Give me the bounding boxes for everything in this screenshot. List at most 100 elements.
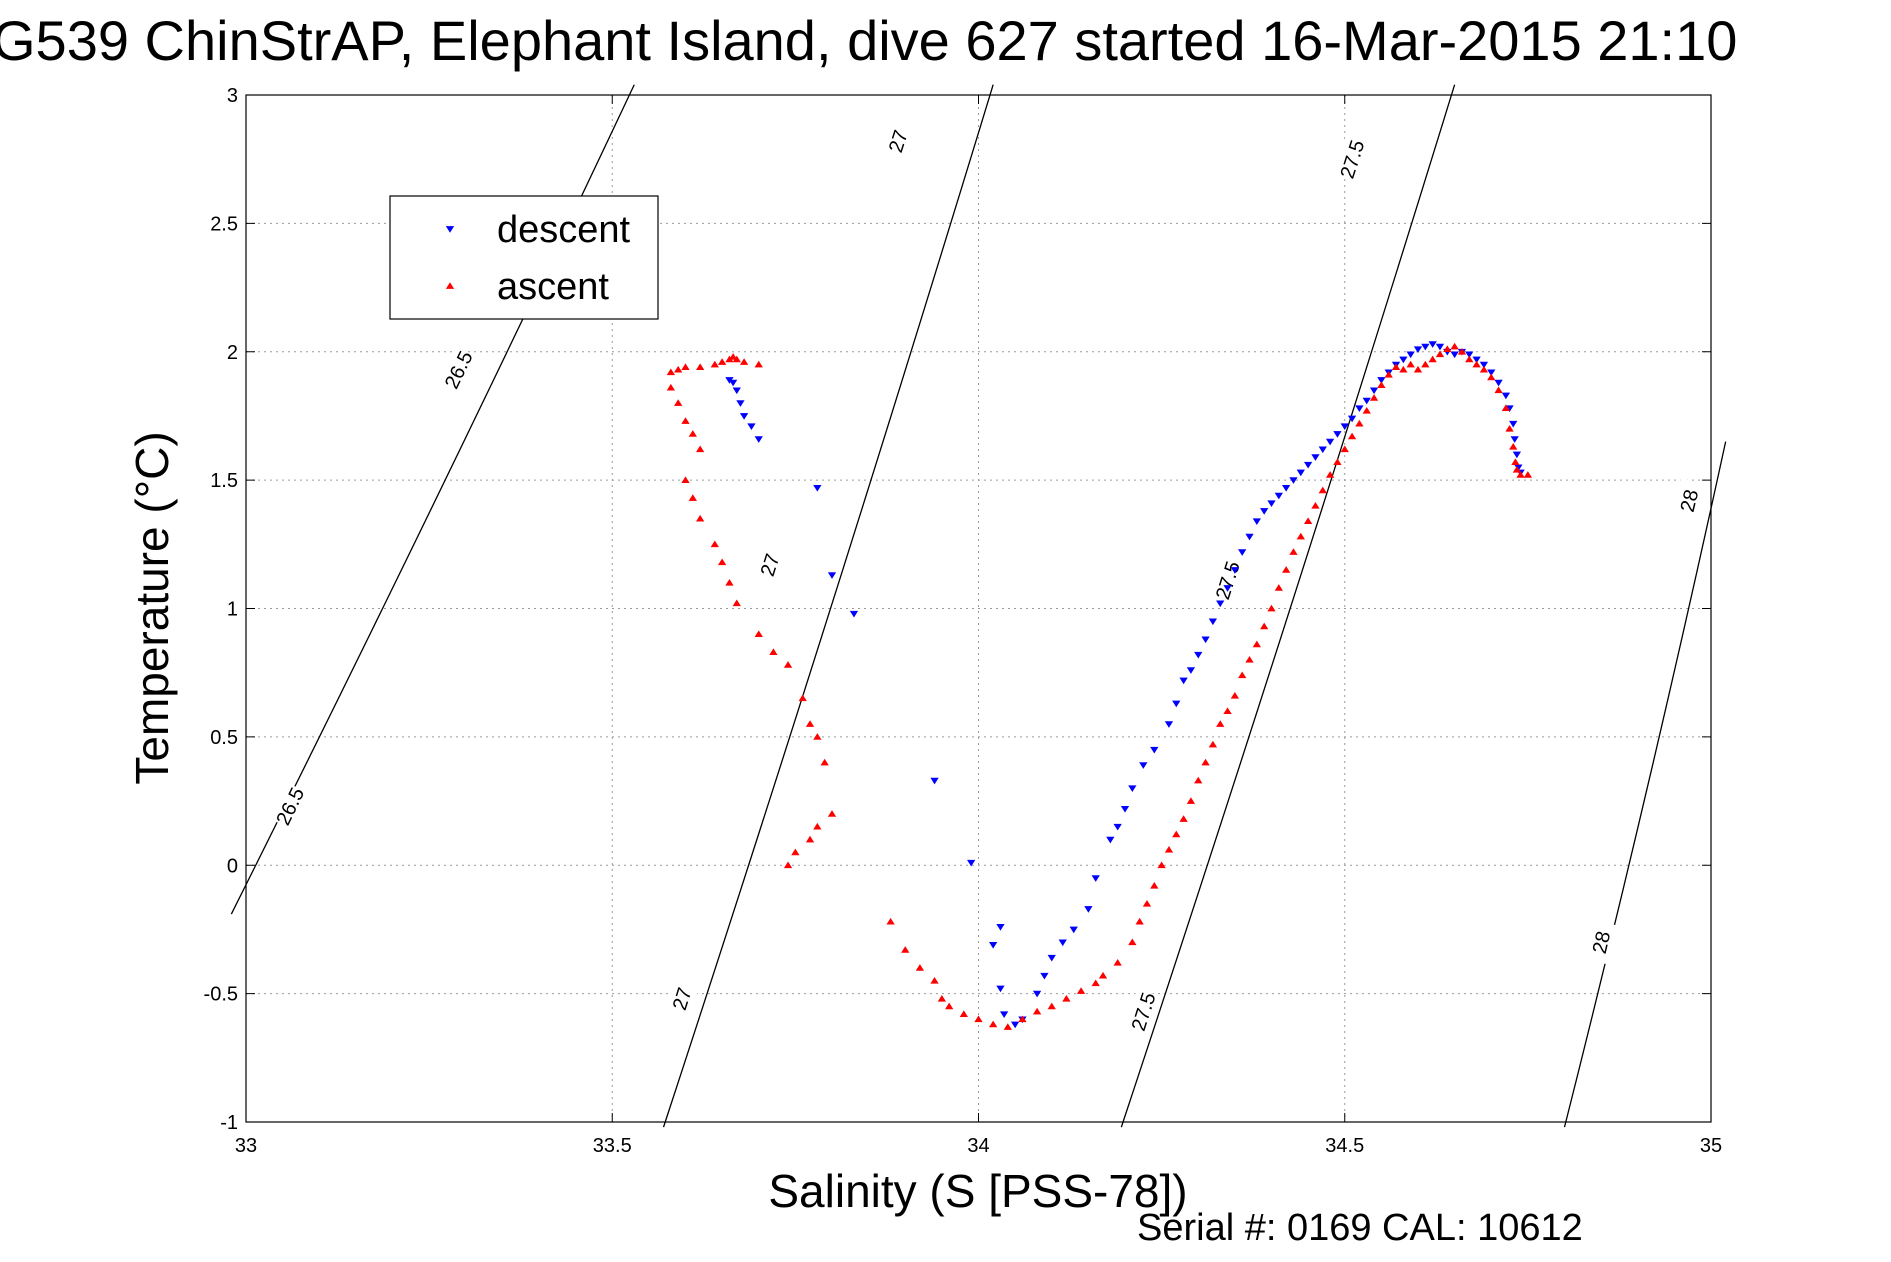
descent-point [1084, 906, 1093, 913]
ascent-point [1252, 640, 1261, 648]
ascent-point [1435, 350, 1445, 358]
ascent-point [1113, 959, 1122, 966]
ascent-point [1391, 363, 1401, 370]
x-tick-label: 33 [235, 1135, 257, 1157]
contour-label-bg [663, 975, 701, 1022]
ascent-point [732, 355, 741, 363]
contour-label: 27.5 [1212, 559, 1245, 603]
ascent-point [1194, 776, 1203, 784]
descent-point [999, 1011, 1009, 1018]
ascent-point [1457, 347, 1467, 355]
ascent-point [1260, 622, 1269, 630]
y-tick-label: 2 [227, 342, 238, 364]
x-tick-label: 34 [967, 1135, 989, 1157]
ascent-point [805, 835, 815, 843]
descent-point [1450, 351, 1459, 359]
grid-lines [246, 95, 1711, 1122]
ascent-point [1238, 671, 1247, 679]
ascent-point [1333, 458, 1342, 465]
contour-label: 28 [1677, 488, 1704, 515]
descent-point [813, 485, 822, 492]
ascent-point [1384, 371, 1393, 378]
ascent-point [1377, 381, 1386, 388]
ascent-point [1062, 994, 1071, 1002]
ascent-point [820, 758, 829, 766]
descent-point [849, 610, 859, 618]
descent-point [1040, 972, 1049, 980]
legend-box [389, 195, 659, 320]
x-tick-label: 35 [1700, 1135, 1722, 1157]
ascent-point [783, 861, 793, 869]
ascent-point [930, 976, 939, 984]
descent-point [1139, 762, 1148, 769]
ascent-point [1523, 471, 1533, 478]
legend-label-descent: descent [497, 209, 631, 251]
ascent-point [696, 445, 705, 453]
descent-point [1216, 600, 1225, 608]
descent-point [728, 379, 738, 387]
ascent-point [1512, 466, 1522, 473]
ascent-point [1355, 419, 1364, 427]
ascent-point [989, 1020, 998, 1028]
descent-point [1238, 549, 1247, 556]
descent-point [1058, 939, 1067, 947]
descent-point [1399, 356, 1408, 364]
ascent-point [1179, 815, 1188, 822]
ascent-point [827, 810, 837, 817]
y-tick-label: -1 [220, 1112, 238, 1134]
descent-point [1347, 415, 1357, 423]
x-tick-label: 34.5 [1325, 1135, 1364, 1157]
contour-label: 27.5 [1128, 990, 1161, 1034]
descent-point [1164, 721, 1174, 728]
descent-point [1113, 823, 1122, 831]
ascent-point [1421, 360, 1430, 368]
x-tick-label: 33.5 [593, 1135, 632, 1157]
descent-point [1128, 785, 1137, 793]
descent-point [1296, 469, 1305, 477]
descent-point [1355, 405, 1364, 413]
y-tick-label: 2.5 [210, 213, 238, 235]
ascent-point [1479, 365, 1489, 373]
descent-point [1413, 346, 1423, 353]
ascent-point [1296, 532, 1305, 540]
ascent-point [1142, 899, 1152, 907]
descent-point [1120, 805, 1130, 813]
ascent-point [1347, 432, 1357, 440]
ascent-point [1406, 360, 1415, 368]
ascent-point [1325, 471, 1335, 478]
descent-point [996, 985, 1005, 993]
contour-label-bg [1124, 988, 1162, 1035]
descent-point [747, 423, 756, 431]
ascent-point [1267, 604, 1276, 612]
descent-point [1325, 438, 1335, 446]
ascent-point [728, 353, 738, 360]
ascent-point [1282, 566, 1291, 573]
contour-label-bg [1333, 136, 1371, 183]
ascent-point [886, 917, 895, 925]
ascent-point [798, 694, 807, 702]
descent-point [1487, 369, 1496, 377]
descent-point [1091, 875, 1100, 882]
contour-label-bg [269, 782, 311, 830]
ascent-point [1032, 1007, 1042, 1015]
ascent-point [1128, 938, 1137, 946]
ascent-point [1465, 355, 1474, 363]
ascent-point [1274, 584, 1283, 591]
ascent-point [769, 648, 778, 655]
descent-point [1010, 1021, 1020, 1029]
serial-footer: Serial #: 0169 CAL: 10612 [1137, 1207, 1583, 1249]
ascent-point [1150, 881, 1159, 889]
ascent-point [1230, 691, 1240, 699]
y-tick-label: -0.5 [204, 984, 238, 1006]
ascent-point [1047, 1002, 1056, 1010]
y-axis-ticks: -1 -0.5 0 0.5 1 1.5 2 2.5 3 [204, 85, 1711, 1134]
ascent-point [1076, 987, 1086, 994]
descent-point [1245, 533, 1254, 541]
isopycnal-line [1120, 84, 1456, 1128]
y-tick-label: 3 [227, 85, 238, 107]
ascent-point [1018, 1015, 1027, 1023]
descent-point [1106, 836, 1115, 844]
ascent-point [754, 630, 763, 637]
descent-point [1428, 341, 1437, 348]
